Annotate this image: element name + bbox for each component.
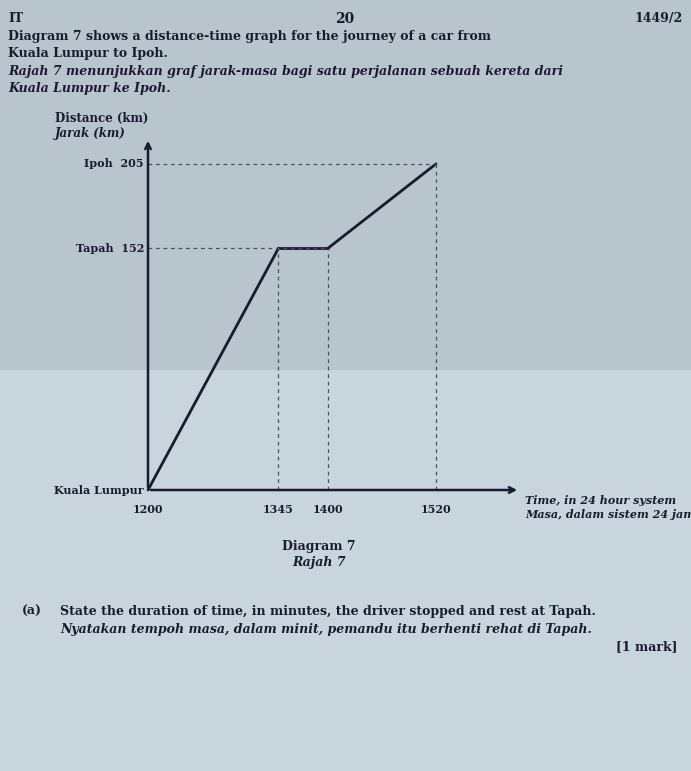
Text: State the duration of time, in minutes, the driver stopped and rest at Tapah.: State the duration of time, in minutes, … [60,605,596,618]
Text: 1449/2: 1449/2 [635,12,683,25]
Text: Diagram 7 shows a distance-time graph for the journey of a car from: Diagram 7 shows a distance-time graph fo… [8,30,491,43]
Text: 1200: 1200 [133,504,163,515]
Text: 20: 20 [335,12,354,26]
Text: (a): (a) [22,605,42,618]
Text: [1 mark]: [1 mark] [616,640,678,653]
Text: 1400: 1400 [313,504,343,515]
Text: Rajah 7 menunjukkan graf jarak-masa bagi satu perjalanan sebuah kereta dari: Rajah 7 menunjukkan graf jarak-masa bagi… [8,65,563,78]
Text: Masa, dalam sistem 24 jam: Masa, dalam sistem 24 jam [525,509,691,520]
Text: Jarak (km): Jarak (km) [55,127,126,140]
Bar [0,370,691,771]
Text: Distance (km): Distance (km) [55,112,149,125]
Text: Tapah  152: Tapah 152 [75,243,144,254]
Text: Ipoh  205: Ipoh 205 [84,158,144,170]
Text: IT: IT [8,12,23,25]
Text: Kuala Lumpur ke Ipoh.: Kuala Lumpur ke Ipoh. [8,82,171,95]
Text: Kuala Lumpur: Kuala Lumpur [55,484,144,496]
Text: 1520: 1520 [421,504,451,515]
Text: Time, in 24 hour system: Time, in 24 hour system [525,495,676,506]
Text: Rajah 7: Rajah 7 [292,556,346,569]
Text: Kuala Lumpur to Ipoh.: Kuala Lumpur to Ipoh. [8,47,168,60]
Text: 1345: 1345 [263,504,294,515]
Text: Nyatakan tempoh masa, dalam minit, pemandu itu berhenti rehat di Tapah.: Nyatakan tempoh masa, dalam minit, peman… [60,623,592,636]
Text: Diagram 7: Diagram 7 [282,540,356,553]
